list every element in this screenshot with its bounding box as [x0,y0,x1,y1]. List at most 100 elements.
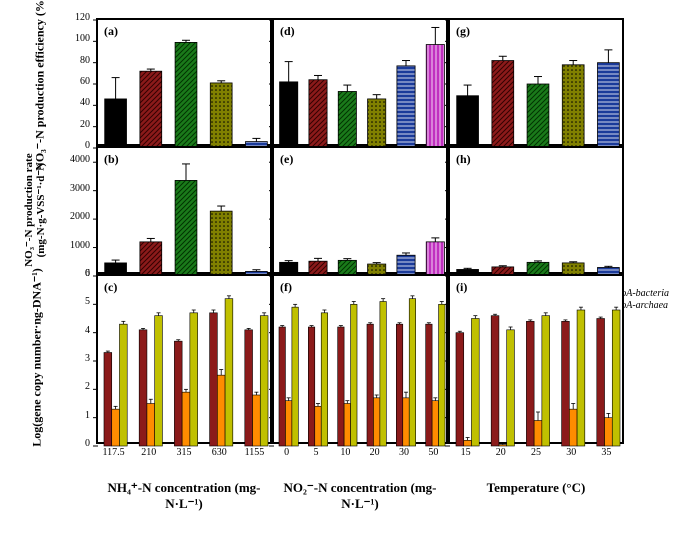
bar [147,404,155,447]
bar [175,42,197,148]
bar [174,341,182,446]
panel-label: (h) [456,152,471,167]
bar [308,327,314,446]
bar [367,324,373,446]
ytick-label: 1000 [60,240,90,251]
bar [457,96,479,148]
xtick-label: 50 [415,447,451,458]
ytick-label: 2 [60,381,90,392]
bar [562,321,570,446]
bar [210,313,218,446]
ytick-label: 0 [60,140,90,151]
xtick-label: 117.5 [96,447,132,458]
xtick-label: 30 [553,447,589,458]
ytick-label: 2000 [60,211,90,222]
ytick-label: 1 [60,410,90,421]
bar [492,61,514,148]
bar [373,398,379,446]
xtick-label: 1155 [236,447,272,458]
bar [368,99,386,148]
bar [597,63,619,148]
panel: (g) [448,18,624,146]
bar [338,327,344,446]
bar [397,66,415,148]
bar [253,395,261,446]
bar [321,313,327,446]
xlabel-col3: Temperature (°C) [448,480,624,496]
bar [471,319,479,447]
bar [403,398,409,446]
bar [182,392,190,446]
ytick-label: 60 [60,76,90,87]
ytick-label: 40 [60,97,90,108]
bar [112,409,120,446]
bar [285,401,291,446]
bar [456,333,464,446]
bar [225,299,233,446]
bar [280,82,298,148]
bar [396,324,402,446]
xtick-label: 630 [201,447,237,458]
panel: (b) [96,146,272,274]
bar [409,299,415,446]
panel-label: (b) [104,152,119,167]
bar [210,83,232,148]
panel-label: (i) [456,280,467,295]
bar [426,45,444,148]
panel: (d) [272,18,448,146]
panel-label: (e) [280,152,293,167]
bar [527,84,549,148]
bar [210,211,232,276]
ytick-label: 0 [60,438,90,449]
ytick-label: 3000 [60,183,90,194]
bar [155,316,163,446]
panel: (a) [96,18,272,146]
xtick-label: 15 [448,447,484,458]
bar [119,324,127,446]
bar [140,242,162,276]
bar [175,180,197,276]
ytick-label: 100 [60,33,90,44]
xlabel-col1: NH₄⁺-N concentration (mg-N·L⁻¹) [96,480,272,512]
panel: (h) [448,146,624,274]
panel: (i) [448,274,624,444]
bar [426,324,432,446]
ytick-label: 80 [60,55,90,66]
bar [507,330,515,446]
bar [139,330,147,446]
bar [309,80,327,148]
xtick-label: 25 [518,447,554,458]
panel: (e) [272,146,448,274]
bar [499,445,507,446]
bar [569,409,577,446]
xtick-label: 35 [588,447,624,458]
panel-label: (a) [104,24,118,39]
bar [612,310,620,446]
bar [217,375,225,446]
bar [605,418,613,446]
bar [260,316,268,446]
panel: (c) [96,274,272,444]
bar [292,307,298,446]
bar [338,91,356,148]
ytick-label: 6 [60,268,90,279]
figure-root: NO₃⁻-N production efficiency (%) NO₃⁻-N … [0,0,687,551]
ytick-label: 20 [60,119,90,130]
bar [397,255,415,276]
xlabel-col2: NO₂⁻-N concentration (mg-N·L⁻¹) [272,480,448,512]
bar [432,401,438,446]
bar [104,353,112,447]
panel-label: (g) [456,24,470,39]
bar [542,316,550,446]
bar [597,319,605,447]
bar [279,327,285,446]
bar [526,321,534,446]
ylabel-row3: Log(gene copy number·ng-DNA⁻¹) [30,253,45,463]
bar [140,71,162,148]
bar [562,65,584,148]
bar [464,440,472,446]
ytick-label: 4 [60,325,90,336]
panel-label: (c) [104,280,117,295]
bar [380,302,386,447]
ytick-label: 3 [60,353,90,364]
